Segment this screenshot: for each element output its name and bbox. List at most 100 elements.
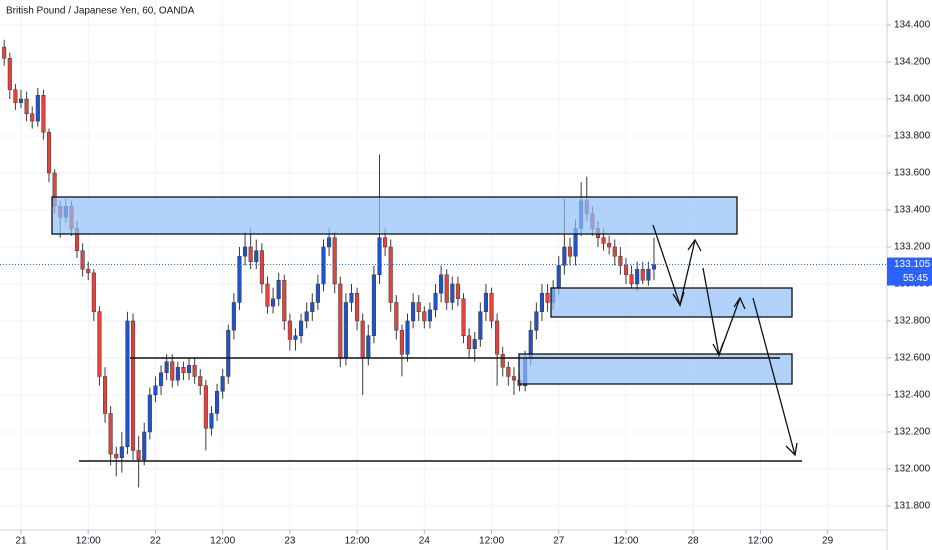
candle-body [539, 292, 544, 312]
candle-body [506, 366, 511, 377]
x-tick-label: 12:00 [210, 536, 235, 547]
y-tick-label: 132.400 [894, 390, 931, 401]
candle-body [635, 268, 640, 285]
candle-body [147, 394, 152, 433]
candle-body [371, 274, 376, 337]
projection-arrow [752, 297, 796, 456]
candle-body [30, 113, 35, 122]
x-tick-label: 28 [688, 536, 700, 547]
countdown-box [887, 271, 932, 286]
candle-body [483, 292, 488, 312]
candle-body [276, 280, 281, 300]
candle-body [97, 311, 102, 377]
candle-body [355, 292, 360, 322]
last-price-label: 133.105 [894, 259, 931, 270]
y-tick-label: 133.400 [894, 205, 931, 216]
candle-body [237, 255, 242, 303]
candle-body [271, 298, 276, 307]
candle-body [198, 376, 203, 386]
candle-body [399, 329, 404, 355]
candle-body [243, 246, 248, 257]
candle-body [478, 311, 483, 340]
candle-body [299, 320, 304, 337]
drawings [51, 196, 802, 462]
candle-body [310, 302, 315, 312]
candle-body [601, 237, 606, 244]
candle-body [349, 292, 354, 303]
x-tick-label: 22 [150, 536, 162, 547]
candle-body [567, 246, 573, 257]
candle-body [545, 292, 550, 303]
candle-body [444, 274, 449, 303]
candle-body [102, 376, 108, 414]
countdown: 55:45 [903, 273, 928, 284]
candle-body [13, 89, 18, 103]
candle-body [416, 302, 421, 312]
candle-body [343, 302, 348, 359]
candle-body [461, 298, 466, 337]
candle-body [534, 311, 539, 331]
candle-body [41, 95, 46, 133]
candle-body [439, 274, 444, 294]
candle-body [24, 98, 29, 115]
candle-body [86, 268, 91, 274]
candle-body [562, 246, 567, 266]
x-tick-label: 27 [553, 536, 565, 547]
candle-body [158, 372, 164, 386]
y-tick-label: 132.200 [894, 427, 931, 438]
candle-body [46, 132, 52, 174]
y-tick-label: 134.400 [894, 20, 931, 31]
candles [0, 39, 887, 488]
x-tick-label: 29 [822, 536, 834, 547]
candle-body [500, 354, 505, 368]
candle-body [136, 450, 141, 460]
candle-body [651, 264, 657, 270]
candle-body [467, 335, 472, 349]
x-tick-label: 12:00 [748, 536, 773, 547]
candle-body [511, 376, 516, 381]
candle-body [383, 237, 388, 248]
candle-body [338, 283, 343, 359]
last-price-box [887, 257, 932, 272]
x-tick-label: 12:00 [479, 536, 504, 547]
candle-body [220, 376, 225, 392]
candle-body [2, 46, 7, 59]
candle-body [209, 413, 214, 429]
candle-body [203, 385, 208, 429]
x-tick-label: 21 [15, 536, 27, 547]
candle-body [618, 255, 623, 266]
support-zone [550, 287, 793, 318]
candle-body [215, 391, 220, 414]
candle-body [80, 250, 85, 270]
candle-body [332, 237, 337, 285]
candle-body [226, 329, 231, 377]
candle-body [405, 320, 410, 355]
candle-body [142, 431, 147, 460]
x-tick-label: 12:00 [76, 536, 101, 547]
candle-body [315, 283, 320, 303]
candle-body [556, 265, 561, 288]
y-tick-label: 134.000 [894, 94, 931, 105]
candle-body [304, 311, 309, 322]
candle-body [175, 366, 180, 381]
candle-body [366, 335, 371, 359]
candle-body [130, 320, 136, 451]
y-tick-label: 133.600 [894, 168, 931, 179]
candle-body [377, 237, 382, 275]
x-tick-label: 23 [284, 536, 296, 547]
candle-body [612, 246, 617, 257]
candle-body [265, 283, 270, 307]
y-tick-label: 132.800 [894, 316, 931, 327]
candle-body [282, 280, 287, 322]
candle-body [91, 272, 96, 312]
candle-body [231, 302, 236, 331]
candle-body [35, 95, 40, 122]
candle-body [629, 274, 634, 285]
arrow-head [733, 296, 746, 310]
y-tick-label: 134.200 [894, 57, 931, 68]
candle-body [192, 365, 197, 377]
candle-body [433, 292, 438, 311]
arrow-head [712, 342, 724, 357]
candle-body [119, 446, 124, 459]
